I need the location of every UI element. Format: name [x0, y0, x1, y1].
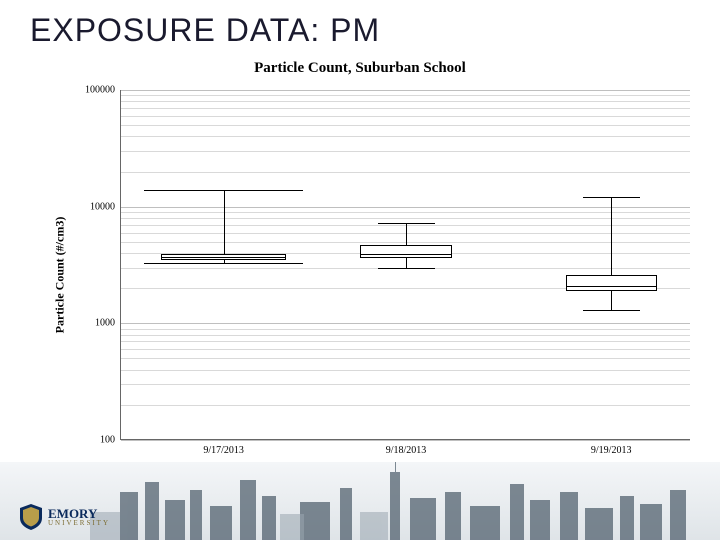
logo-sub: UNIVERSITY — [48, 520, 110, 527]
y-axis-label: Particle Count (#/cm3) — [53, 217, 68, 334]
logo-text: EMORY UNIVERSITY — [48, 507, 110, 527]
y-tick: 100000 — [85, 85, 121, 96]
chart-title: Particle Count, Suburban School — [0, 60, 720, 77]
chart-area: Particle Count (#/cm3) 10010001000010000… — [70, 90, 690, 460]
box — [566, 275, 657, 291]
plot-region: 1001000100001000009/17/20139/18/20139/19… — [120, 90, 690, 440]
y-tick: 100 — [100, 435, 121, 446]
footer-skyline: EMORY UNIVERSITY — [0, 462, 720, 540]
y-tick: 1000 — [95, 318, 121, 329]
x-tick: 9/18/2013 — [386, 439, 427, 456]
slide: EXPOSURE DATA: PM Particle Count, Suburb… — [0, 0, 720, 540]
x-tick: 9/17/2013 — [203, 439, 244, 456]
x-tick: 9/19/2013 — [591, 439, 632, 456]
emory-logo: EMORY UNIVERSITY — [20, 504, 110, 530]
boxplot-series — [121, 90, 691, 440]
y-tick: 10000 — [90, 201, 121, 212]
shield-icon — [20, 504, 42, 530]
slide-title: EXPOSURE DATA: PM — [30, 12, 380, 49]
